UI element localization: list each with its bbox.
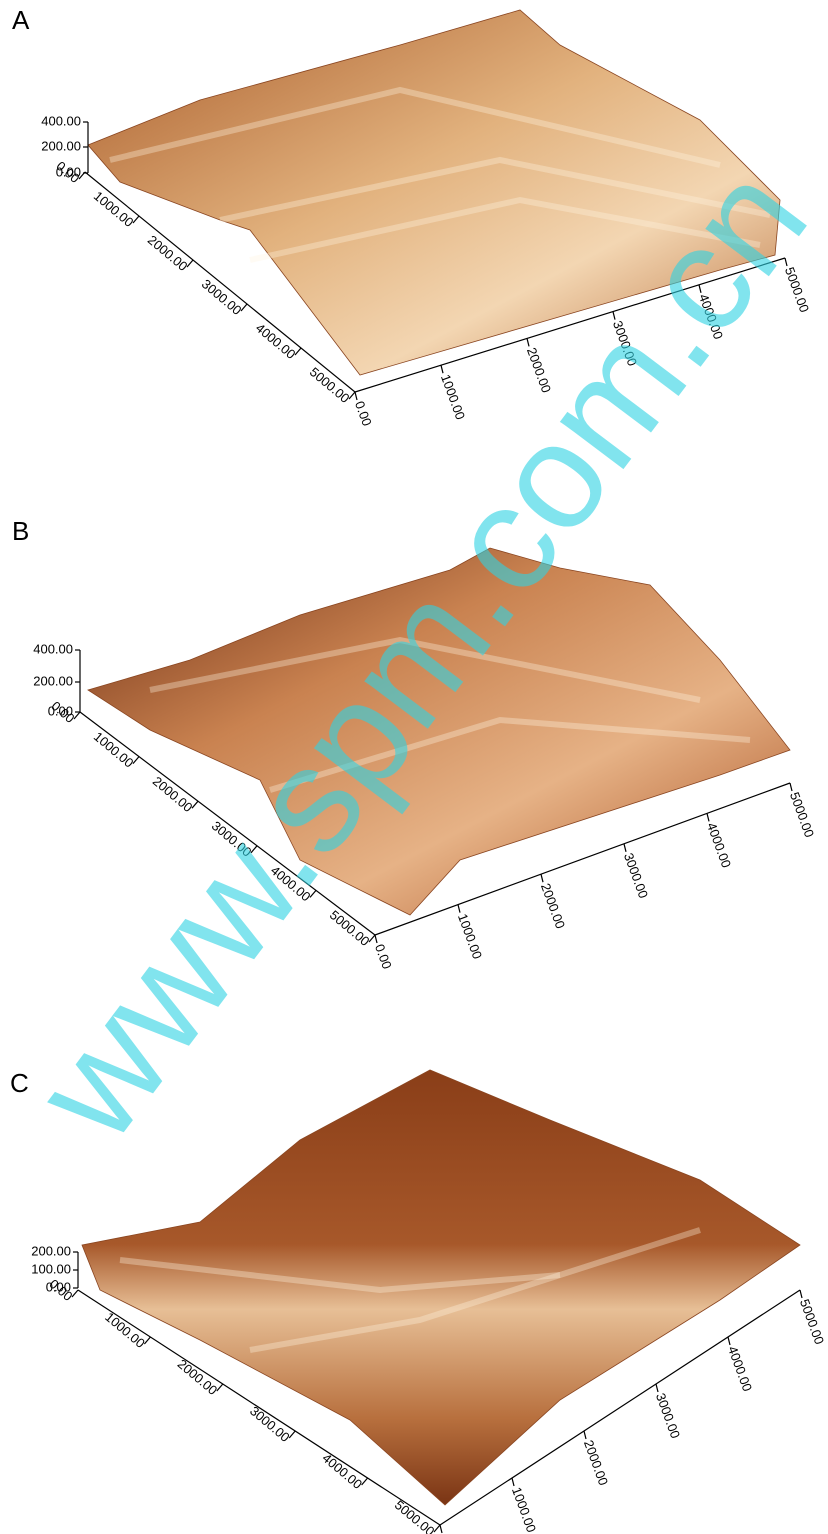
y-tick-label: 2000.00 <box>175 1356 221 1398</box>
z-tick-label: 200.00 <box>41 138 81 153</box>
x-axis <box>354 257 786 393</box>
x-tick-label: 5000.00 <box>797 1297 827 1346</box>
y-tick <box>250 845 258 854</box>
x-tick <box>439 1524 443 1534</box>
x-tick <box>698 284 702 293</box>
x-tick <box>440 365 444 374</box>
y-tick <box>132 756 140 764</box>
x-tick-label: 0.00 <box>372 942 395 971</box>
x-tick <box>799 1289 803 1299</box>
y-tick-label: 5000.00 <box>392 1497 438 1534</box>
x-tick <box>727 1336 731 1346</box>
surface-ridge <box>249 1227 701 1353</box>
x-tick-label: 4000.00 <box>704 820 734 869</box>
x-tick <box>623 843 627 852</box>
z-tick-label: 100.00 <box>31 1261 71 1276</box>
y-tick <box>132 215 140 224</box>
y-tick <box>143 1336 151 1345</box>
x-tick-label: 2000.00 <box>581 1438 611 1487</box>
x-tick-label: 0.00 <box>352 399 375 428</box>
x-tick <box>354 391 358 401</box>
panel-label: A <box>12 5 30 35</box>
y-axis <box>84 171 356 393</box>
x-tick <box>706 813 710 822</box>
x-tick <box>457 904 461 913</box>
y-tick <box>216 1383 224 1392</box>
surface-ridge <box>269 716 751 793</box>
x-axis <box>374 782 791 936</box>
x-tick-label: 3000.00 <box>653 1391 683 1440</box>
surface <box>87 9 781 376</box>
x-tick <box>511 1477 515 1487</box>
z-tick-label: 0.00 <box>56 164 81 179</box>
y-tick <box>186 259 194 268</box>
x-tick-label: 0.00 <box>437 1532 460 1534</box>
y-tick <box>71 1289 79 1298</box>
y-tick <box>309 890 317 898</box>
y-tick-label: 0.00 <box>53 158 82 186</box>
y-tick-label: 3000.00 <box>247 1403 293 1445</box>
x-tick-label: 1000.00 <box>455 912 485 961</box>
x-tick <box>583 1430 587 1440</box>
z-tick-label: 400.00 <box>41 113 81 128</box>
y-tick <box>368 934 376 943</box>
z-tick-label: 0.00 <box>46 1279 71 1294</box>
surface-ridge <box>219 156 771 223</box>
y-axis <box>77 1289 441 1526</box>
x-tick-label: 5000.00 <box>787 790 817 839</box>
y-tick <box>348 391 356 400</box>
x-tick <box>612 311 616 320</box>
z-tick-label: 0.00 <box>48 703 73 718</box>
y-tick <box>294 347 302 356</box>
surface-ridge <box>119 1257 561 1294</box>
panel-label: C <box>10 1068 29 1098</box>
y-tick <box>240 303 248 312</box>
x-tick-label: 1000.00 <box>509 1485 539 1534</box>
y-tick <box>191 800 199 809</box>
y-tick-label: 4000.00 <box>319 1450 365 1492</box>
y-tick <box>288 1430 296 1439</box>
y-tick-label: 1000.00 <box>102 1309 148 1351</box>
panel-label: B <box>12 516 29 546</box>
y-axis <box>79 711 376 936</box>
y-tick <box>433 1524 441 1533</box>
y-tick <box>73 711 81 720</box>
x-tick <box>655 1383 659 1393</box>
x-tick <box>789 782 793 792</box>
x-tick <box>784 257 788 267</box>
x-tick <box>526 338 530 347</box>
y-tick <box>361 1477 369 1486</box>
surface <box>87 547 791 916</box>
x-tick-label: 3000.00 <box>621 851 651 900</box>
surface-ridge <box>249 196 761 263</box>
x-tick-label: 2000.00 <box>538 881 568 930</box>
x-tick-label: 4000.00 <box>725 1344 755 1393</box>
z-tick-label: 200.00 <box>33 673 73 688</box>
y-tick <box>78 171 86 180</box>
y-tick-label: 0.00 <box>48 698 77 726</box>
surface <box>81 1069 801 1506</box>
x-tick <box>374 934 378 944</box>
x-tick <box>540 874 544 883</box>
z-tick-label: 200.00 <box>31 1243 71 1258</box>
x-axis <box>439 1289 801 1526</box>
z-tick-label: 400.00 <box>33 641 73 656</box>
surface-ridge <box>109 86 721 168</box>
surface-ridge <box>149 636 701 703</box>
x-tick-label: 1000.00 <box>438 372 468 421</box>
